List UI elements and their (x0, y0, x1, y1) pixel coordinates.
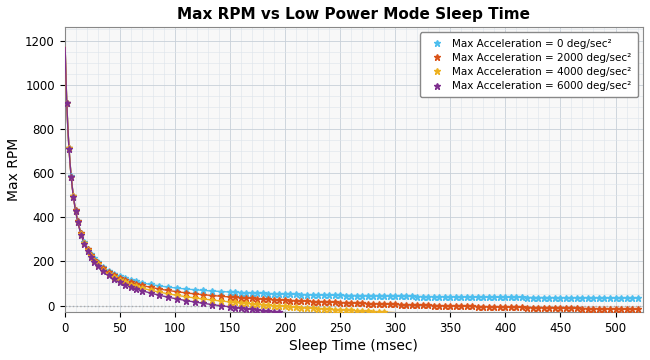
Max Acceleration = 2000 deg/sec² (347, 301, 355, 305)
Max Acceleration = 6000 deg/sec² (90, 260, 98, 264)
Max Acceleration = 6000 deg/sec² (270, 310, 278, 314)
X-axis label: Sleep Time (msec): Sleep Time (msec) (289, 339, 418, 353)
Max Acceleration = 4000 deg/sec² (380, 310, 388, 314)
Max Acceleration = 6000 deg/sec² (94, 264, 101, 268)
Max Acceleration = 6000 deg/sec² (74, 220, 82, 224)
Max Acceleration = 4000 deg/sec² (105, 272, 112, 276)
Max Acceleration = 6000 deg/sec² (164, 295, 172, 300)
Max Acceleration = 0 deg/sec² (70, 194, 77, 198)
Title: Max RPM vs Low Power Mode Sleep Time: Max RPM vs Low Power Mode Sleep Time (177, 7, 530, 22)
Max Acceleration = 2000 deg/sec² (612, 307, 619, 311)
Max Acceleration = 6000 deg/sec² (237, 306, 245, 310)
Max Acceleration = 6000 deg/sec² (209, 302, 216, 307)
Max Acceleration = 6000 deg/sec² (217, 303, 225, 308)
Max Acceleration = 6000 deg/sec² (133, 287, 140, 291)
Legend: Max Acceleration = 0 deg/sec², Max Acceleration = 2000 deg/sec², Max Acceleratio: Max Acceleration = 0 deg/sec², Max Accel… (420, 32, 638, 98)
Max Acceleration = 6000 deg/sec² (200, 301, 207, 306)
Max Acceleration = 0 deg/sec² (347, 293, 355, 298)
Line: Max Acceleration = 0 deg/sec²: Max Acceleration = 0 deg/sec² (64, 100, 641, 301)
Max Acceleration = 6000 deg/sec² (111, 277, 118, 281)
Max Acceleration = 2000 deg/sec² (634, 307, 642, 311)
Max Acceleration = 6000 deg/sec² (254, 308, 261, 312)
Max Acceleration = 6000 deg/sec² (147, 291, 155, 295)
Max Acceleration = 4000 deg/sec² (111, 275, 118, 279)
Max Acceleration = 0 deg/sec² (584, 296, 592, 300)
Max Acceleration = 2000 deg/sec² (231, 295, 239, 300)
Max Acceleration = 6000 deg/sec² (248, 307, 256, 311)
Max Acceleration = 6000 deg/sec² (70, 195, 77, 199)
Max Acceleration = 6000 deg/sec² (84, 249, 92, 253)
Max Acceleration = 6000 deg/sec² (63, 101, 71, 105)
Max Acceleration = 6000 deg/sec² (87, 255, 95, 259)
Max Acceleration = 0 deg/sec² (612, 296, 619, 300)
Max Acceleration = 2000 deg/sec² (63, 101, 71, 105)
Max Acceleration = 0 deg/sec² (634, 296, 642, 300)
Y-axis label: Max RPM: Max RPM (7, 138, 21, 201)
Max Acceleration = 6000 deg/sec² (72, 209, 79, 213)
Max Acceleration = 6000 deg/sec² (105, 273, 112, 278)
Max Acceleration = 4000 deg/sec² (298, 305, 305, 310)
Max Acceleration = 6000 deg/sec² (127, 285, 135, 289)
Max Acceleration = 6000 deg/sec² (81, 242, 88, 246)
Line: Max Acceleration = 2000 deg/sec²: Max Acceleration = 2000 deg/sec² (64, 100, 641, 312)
Max Acceleration = 6000 deg/sec² (138, 288, 146, 293)
Max Acceleration = 0 deg/sec² (200, 288, 207, 293)
Max Acceleration = 6000 deg/sec² (122, 282, 129, 287)
Max Acceleration = 6000 deg/sec² (65, 147, 73, 151)
Max Acceleration = 6000 deg/sec² (68, 175, 75, 179)
Max Acceleration = 6000 deg/sec² (265, 309, 272, 313)
Max Acceleration = 0 deg/sec² (231, 290, 239, 294)
Max Acceleration = 6000 deg/sec² (276, 310, 283, 314)
Max Acceleration = 4000 deg/sec² (369, 310, 377, 314)
Max Acceleration = 6000 deg/sec² (99, 269, 107, 273)
Max Acceleration = 6000 deg/sec² (173, 297, 181, 301)
Max Acceleration = 6000 deg/sec² (190, 300, 198, 304)
Max Acceleration = 6000 deg/sec² (155, 293, 163, 297)
Max Acceleration = 6000 deg/sec² (226, 305, 234, 309)
Max Acceleration = 6000 deg/sec² (242, 307, 250, 311)
Max Acceleration = 2000 deg/sec² (584, 306, 592, 311)
Max Acceleration = 2000 deg/sec² (200, 293, 207, 297)
Max Acceleration = 6000 deg/sec² (182, 298, 190, 303)
Max Acceleration = 4000 deg/sec² (63, 101, 71, 105)
Max Acceleration = 2000 deg/sec² (70, 194, 77, 198)
Max Acceleration = 4000 deg/sec² (276, 304, 283, 308)
Max Acceleration = 6000 deg/sec² (77, 233, 85, 237)
Max Acceleration = 4000 deg/sec² (331, 307, 339, 312)
Max Acceleration = 6000 deg/sec² (259, 309, 266, 313)
Max Acceleration = 0 deg/sec² (63, 101, 71, 105)
Max Acceleration = 6000 deg/sec² (231, 305, 239, 310)
Line: Max Acceleration = 4000 deg/sec²: Max Acceleration = 4000 deg/sec² (64, 100, 387, 315)
Max Acceleration = 6000 deg/sec² (116, 280, 124, 284)
Line: Max Acceleration = 6000 deg/sec²: Max Acceleration = 6000 deg/sec² (64, 100, 283, 315)
